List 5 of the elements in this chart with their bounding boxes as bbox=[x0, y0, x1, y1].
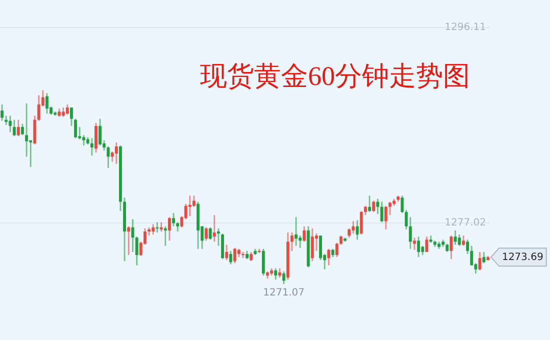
text: 现货黄金60分钟走势图 bbox=[200, 60, 470, 93]
text: 1273.69 bbox=[502, 252, 544, 263]
y-tick-label: 1277.02 bbox=[444, 218, 486, 229]
annotation: 1271.07 bbox=[263, 288, 304, 299]
y-tick-label: 1296.11 bbox=[444, 22, 486, 34]
